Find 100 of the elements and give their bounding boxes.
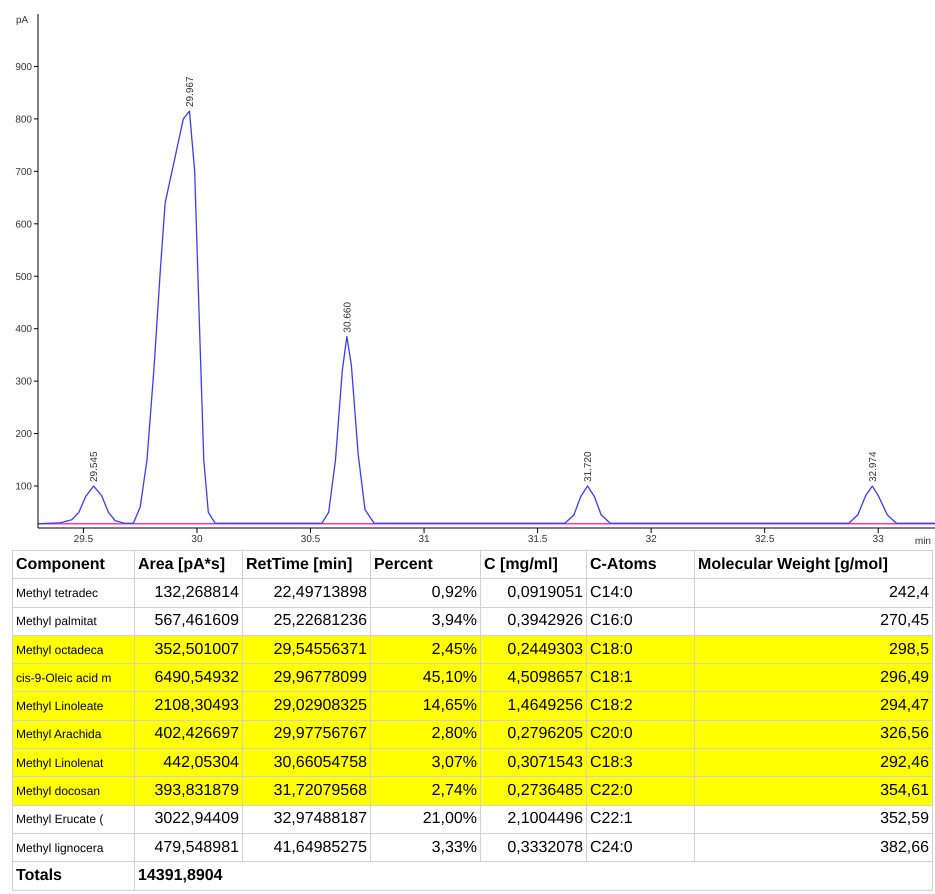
text: 3,07% (370, 748, 480, 777)
text: 29,54556371 (242, 635, 370, 664)
x-tick-label: 31.5 (528, 534, 548, 546)
text: Methyl Linoleate (12, 692, 134, 720)
text: 354,61 (694, 776, 932, 806)
y-tick-label: 700 (15, 166, 32, 178)
text: C-Atoms (586, 550, 694, 579)
text: 270,45 (694, 607, 932, 636)
text: cis-9-Oleic acid m (12, 664, 134, 692)
text: Molecular Weight [g/mol] (694, 550, 932, 579)
text: 3,94% (370, 607, 480, 636)
text: 567,461609 (134, 607, 242, 636)
text: C18:0 (586, 635, 694, 664)
text: C22:1 (586, 805, 694, 834)
y-tick-label: 200 (15, 429, 32, 440)
text: 14391,8904 (134, 862, 932, 890)
text: 3,33% (370, 833, 480, 862)
text: C22:0 (586, 776, 694, 806)
text: RetTime [min] (242, 550, 370, 579)
y-tick-label: 800 (15, 114, 32, 126)
x-axis-title: min (914, 536, 931, 547)
text: 45,10% (370, 664, 480, 692)
text: 294,47 (694, 692, 932, 720)
text: 41,64985275 (242, 833, 370, 862)
text: Methyl tetradec (12, 578, 134, 608)
text: 292,46 (694, 748, 932, 777)
text: 0,0919051 (480, 578, 586, 608)
text: Totals (12, 862, 134, 890)
text: 30,66054758 (242, 748, 370, 777)
text: Methyl docosan (12, 776, 134, 806)
text: 0,2736485 (480, 776, 586, 806)
text: 296,49 (694, 664, 932, 692)
text: Methyl octadeca (12, 635, 134, 664)
text: Methyl palmitat (12, 607, 134, 636)
text: 479,548981 (134, 833, 242, 862)
text: 22,49713898 (242, 578, 370, 608)
text: 0,92% (370, 578, 480, 608)
text: Methyl Erucate ( (12, 805, 134, 834)
text: C18:3 (586, 748, 694, 777)
y-tick-label: 500 (15, 272, 32, 283)
text: 2,74% (370, 776, 480, 806)
text: 0,3071543 (480, 748, 586, 777)
text: 2108,30493 (134, 692, 242, 720)
annotation: 31.720 (583, 451, 594, 482)
x-tick-label: 30 (191, 534, 203, 546)
text: 352,501007 (134, 635, 242, 664)
x-tick-label: 33 (872, 534, 884, 546)
text: 352,59 (694, 805, 932, 834)
x-tick-label: 31 (418, 534, 430, 546)
text: 29,96778099 (242, 664, 370, 692)
text: 29,97756767 (242, 720, 370, 749)
y-tick-label: 600 (15, 219, 32, 230)
annotation: 30.660 (342, 302, 354, 333)
text: C16:0 (586, 607, 694, 636)
text: Area [pA*s] (134, 550, 242, 579)
text: 2,45% (370, 635, 480, 664)
y-tick-label: 900 (15, 62, 32, 73)
text: 31,72079568 (242, 776, 370, 806)
annotation: 32.974 (868, 451, 879, 482)
x-tick-label: 30.5 (300, 534, 321, 546)
y-tick-label: 400 (15, 324, 32, 336)
text: C18:1 (586, 664, 694, 692)
text: Percent (370, 550, 480, 579)
text: 3022,94409 (134, 805, 242, 834)
text: Methyl Linolenat (12, 748, 134, 777)
text: Component (12, 550, 134, 579)
text: 1,4649256 (480, 692, 586, 720)
text: 0,2796205 (480, 720, 586, 749)
text: 25,22681236 (242, 607, 370, 636)
text: 0,3332078 (480, 833, 586, 862)
text: 393,831879 (134, 776, 242, 806)
text: C14:0 (586, 578, 694, 608)
text: Methyl Arachida (12, 720, 134, 749)
text: 6490,54932 (134, 664, 242, 692)
text: C20:0 (586, 720, 694, 749)
annotation: 29.967 (184, 76, 196, 108)
text: 29,02908325 (242, 692, 370, 720)
text: 0,3942926 (480, 607, 586, 636)
text: 2,80% (370, 720, 480, 749)
text: 32,97488187 (242, 805, 370, 834)
text: 2,1004496 (480, 805, 586, 834)
text: 242,4 (694, 578, 932, 608)
text: 21,00% (370, 805, 480, 834)
y-tick-label: 100 (15, 482, 32, 493)
text: 132,268814 (134, 578, 242, 608)
text: C [mg/ml] (480, 550, 586, 579)
text: C18:2 (586, 692, 694, 720)
text: 442,05304 (134, 748, 242, 777)
text: 298,5 (694, 635, 932, 664)
x-tick-label: 32.5 (754, 534, 775, 546)
x-tick-label: 29.5 (74, 534, 94, 546)
y-axis-title: pA (16, 15, 29, 26)
text: 402,426697 (134, 720, 242, 749)
text: 14,65% (370, 692, 480, 720)
x-tick-label: 32 (646, 534, 658, 546)
text: C24:0 (586, 833, 694, 862)
text: 326,56 (694, 720, 932, 749)
annotation: 29.545 (89, 451, 100, 482)
text: 0,2449303 (480, 635, 586, 664)
text: Methyl lignocera (12, 833, 134, 862)
